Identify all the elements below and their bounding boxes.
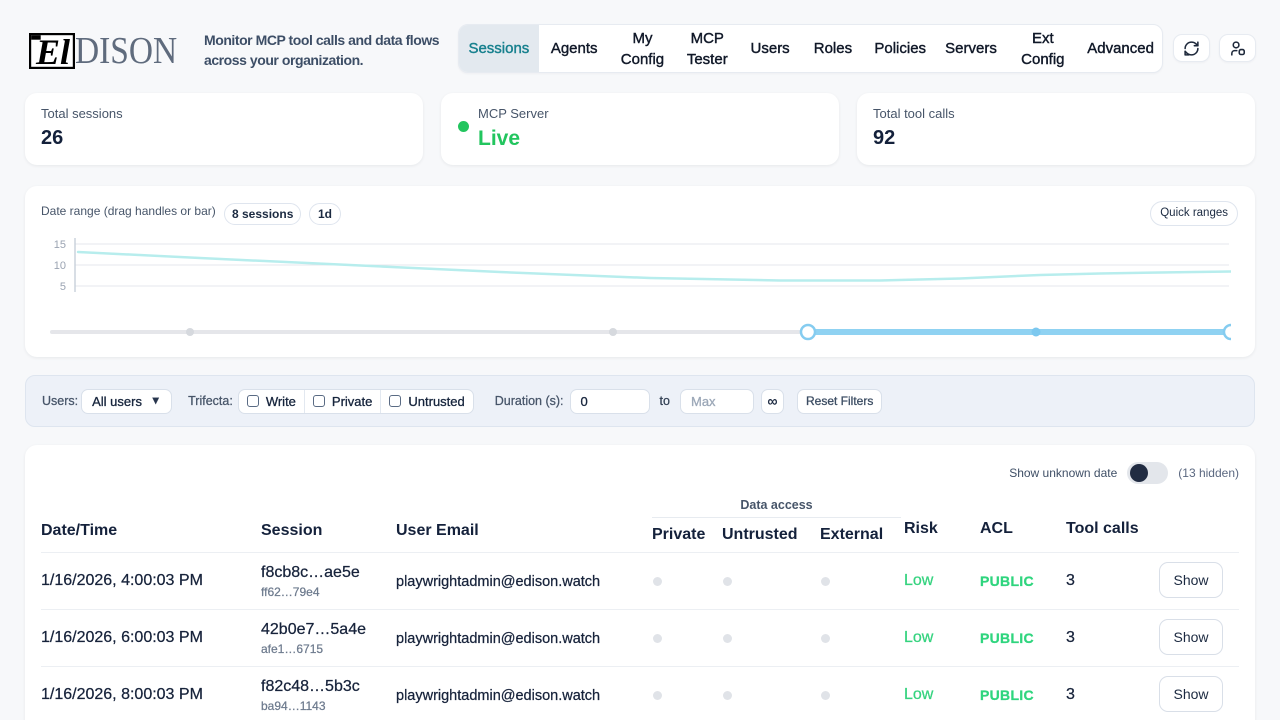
svg-text:El: El [35,33,70,69]
svg-text:5: 5 [60,281,66,293]
svg-text:10: 10 [54,260,66,272]
svg-text:15: 15 [54,239,66,251]
